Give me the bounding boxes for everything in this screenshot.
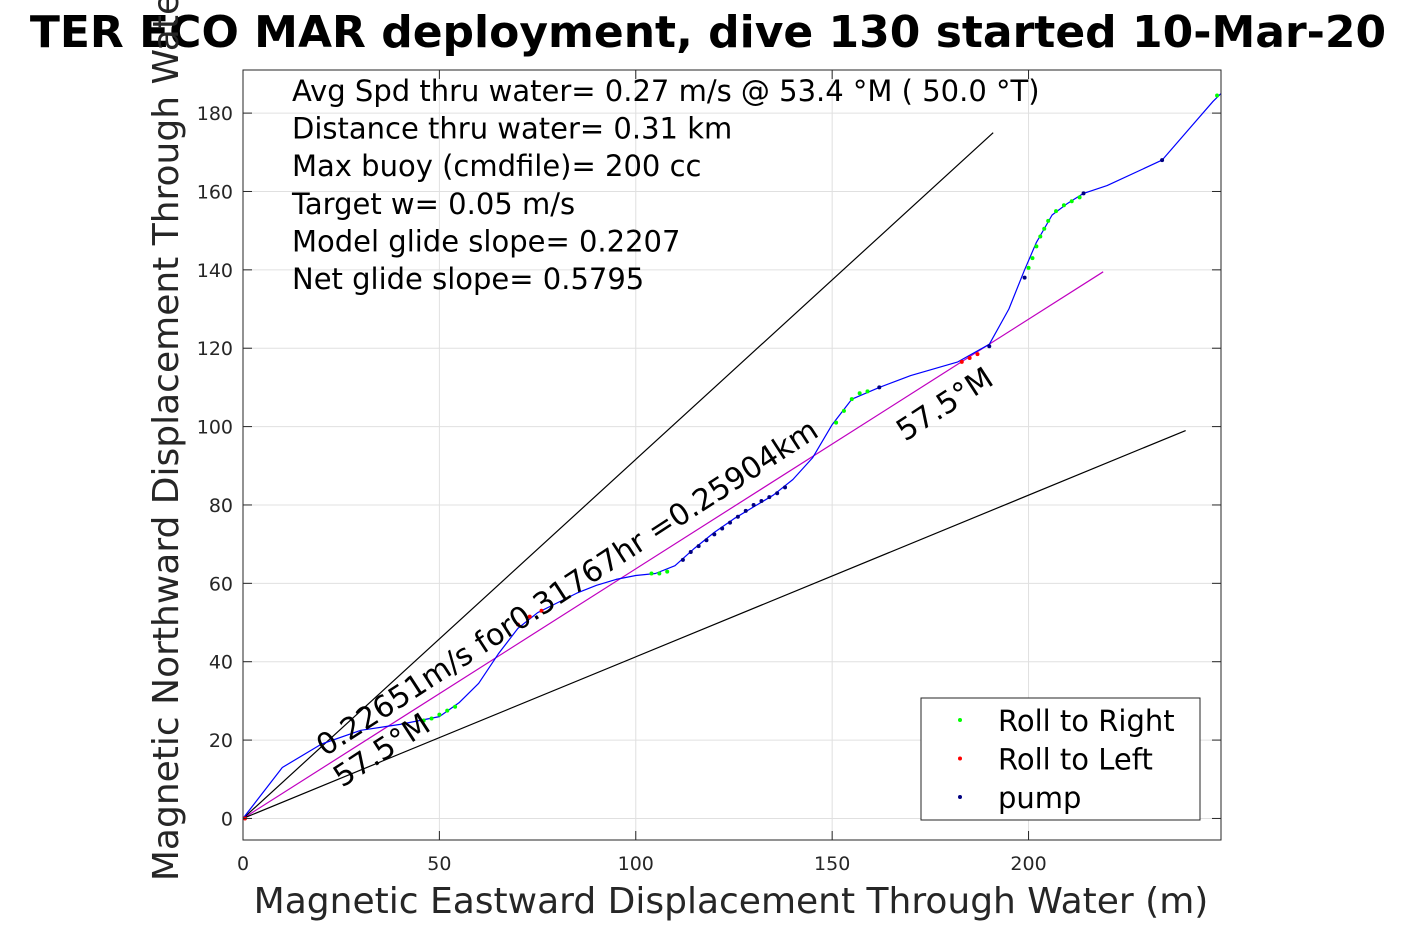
info-line: Avg Spd thru water= 0.27 m/s @ 53.4 °M (… bbox=[292, 74, 1040, 108]
legend-label: Roll to Right bbox=[998, 704, 1175, 738]
plot-frame bbox=[242, 69, 1222, 841]
info-line: Distance thru water= 0.31 km bbox=[292, 112, 732, 146]
point-pump bbox=[712, 532, 717, 537]
x-axis-ticks: 0 50 100 150 200 bbox=[237, 70, 1047, 875]
y-tick-label: 120 bbox=[197, 338, 233, 360]
point-roll-to-right bbox=[453, 704, 458, 709]
point-pump bbox=[775, 491, 780, 496]
legend-marker bbox=[958, 756, 962, 761]
y-tick-label: 160 bbox=[197, 181, 233, 203]
path-speed-label: 0.22651m/s for0.31767hr =0.25904km bbox=[310, 413, 824, 764]
point-pump bbox=[1022, 275, 1027, 280]
point-pump bbox=[783, 485, 788, 490]
point-pump bbox=[728, 520, 733, 525]
legend-label: Roll to Left bbox=[998, 743, 1153, 777]
point-roll-to-right bbox=[841, 408, 846, 413]
point-roll-to-right bbox=[1046, 218, 1051, 223]
point-roll-to-right bbox=[1215, 93, 1220, 98]
y-tick-label: 40 bbox=[209, 652, 233, 674]
legend-label: pump bbox=[998, 781, 1081, 815]
series-lines bbox=[243, 93, 1221, 819]
chart-title: TER ECO MAR deployment, dive 130 started… bbox=[30, 7, 1386, 58]
reference-line-heading bbox=[242, 271, 1104, 819]
legend: Roll to Right Roll to Left pump bbox=[920, 697, 1201, 821]
point-roll-to-right bbox=[1030, 256, 1035, 261]
point-roll-to-left bbox=[967, 356, 972, 361]
y-tick-label: 60 bbox=[209, 573, 233, 595]
point-pump bbox=[720, 526, 725, 531]
x-axis-label: Magnetic Eastward Displacement Through W… bbox=[254, 881, 1209, 922]
point-roll-to-right bbox=[421, 718, 426, 723]
point-roll-to-left bbox=[959, 359, 964, 364]
reference-line-lower-bound bbox=[242, 429, 1186, 820]
point-pump bbox=[680, 557, 685, 562]
legend-marker bbox=[958, 718, 962, 722]
reference-lines bbox=[242, 132, 1186, 820]
point-pump bbox=[1160, 158, 1165, 163]
point-pump bbox=[735, 514, 740, 519]
point-pump bbox=[877, 385, 882, 390]
heading-label-right: 57.5°M bbox=[890, 361, 999, 449]
point-pump bbox=[751, 502, 756, 507]
grid bbox=[242, 70, 1221, 840]
x-tick-label: 0 bbox=[237, 853, 249, 875]
point-roll-to-right bbox=[834, 420, 839, 425]
y-tick-label: 0 bbox=[221, 808, 233, 830]
point-pump bbox=[759, 499, 764, 504]
x-tick-label: 150 bbox=[814, 853, 850, 875]
point-roll-to-left bbox=[527, 614, 532, 619]
x-tick-label: 100 bbox=[618, 853, 654, 875]
point-pump bbox=[1081, 191, 1086, 196]
point-pump bbox=[696, 544, 701, 549]
legend-marker bbox=[958, 795, 962, 799]
point-roll-to-right bbox=[665, 569, 670, 574]
point-roll-to-right bbox=[857, 391, 862, 396]
x-tick-label: 200 bbox=[1010, 853, 1046, 875]
point-roll-to-left bbox=[975, 352, 980, 357]
y-tick-label: 20 bbox=[209, 730, 233, 752]
y-tick-label: 180 bbox=[197, 103, 233, 125]
point-roll-to-right bbox=[865, 389, 870, 394]
point-pump bbox=[767, 495, 772, 500]
point-roll-to-right bbox=[1061, 203, 1066, 208]
legend-box bbox=[920, 697, 1201, 821]
point-roll-to-right bbox=[1042, 226, 1047, 231]
point-pump bbox=[688, 549, 693, 554]
point-roll-to-right bbox=[1077, 195, 1082, 200]
info-line: Model glide slope= 0.2207 bbox=[292, 224, 680, 258]
point-pump bbox=[743, 508, 748, 513]
point-roll-to-right bbox=[1026, 265, 1031, 270]
y-axis-label: Magnetic Northward Displacement Through … bbox=[146, 0, 187, 881]
reference-line-upper-bound bbox=[242, 132, 994, 819]
point-roll-to-right bbox=[429, 716, 434, 721]
point-roll-to-right bbox=[437, 712, 442, 717]
point-roll-to-right bbox=[849, 397, 854, 402]
series-markers bbox=[243, 93, 1220, 821]
point-roll-to-right bbox=[445, 708, 450, 713]
info-text-block: Avg Spd thru water= 0.27 m/s @ 53.4 °M (… bbox=[291, 74, 1040, 296]
point-pump bbox=[987, 344, 992, 349]
y-axis-ticks: 0 20 40 60 80 100 120 140 160 180 bbox=[197, 103, 1221, 830]
x-tick-label: 50 bbox=[427, 853, 451, 875]
y-tick-label: 100 bbox=[197, 417, 233, 439]
info-line: Target w= 0.05 m/s bbox=[291, 187, 575, 221]
y-tick-label: 80 bbox=[209, 495, 233, 517]
info-line: Net glide slope= 0.5795 bbox=[292, 262, 644, 296]
point-roll-to-left bbox=[515, 622, 520, 627]
point-pump bbox=[704, 538, 709, 543]
point-roll-to-right bbox=[649, 571, 654, 576]
y-tick-label: 140 bbox=[197, 260, 233, 282]
point-roll-to-right bbox=[1034, 244, 1039, 249]
info-line: Max buoy (cmdfile)= 200 cc bbox=[292, 149, 701, 183]
point-roll-to-right bbox=[657, 571, 662, 576]
point-roll-to-right bbox=[1054, 209, 1059, 214]
point-roll-to-right bbox=[1038, 234, 1043, 239]
point-roll-to-right bbox=[1069, 199, 1074, 204]
series-line-track bbox=[243, 93, 1221, 819]
point-roll-to-left bbox=[539, 608, 544, 613]
